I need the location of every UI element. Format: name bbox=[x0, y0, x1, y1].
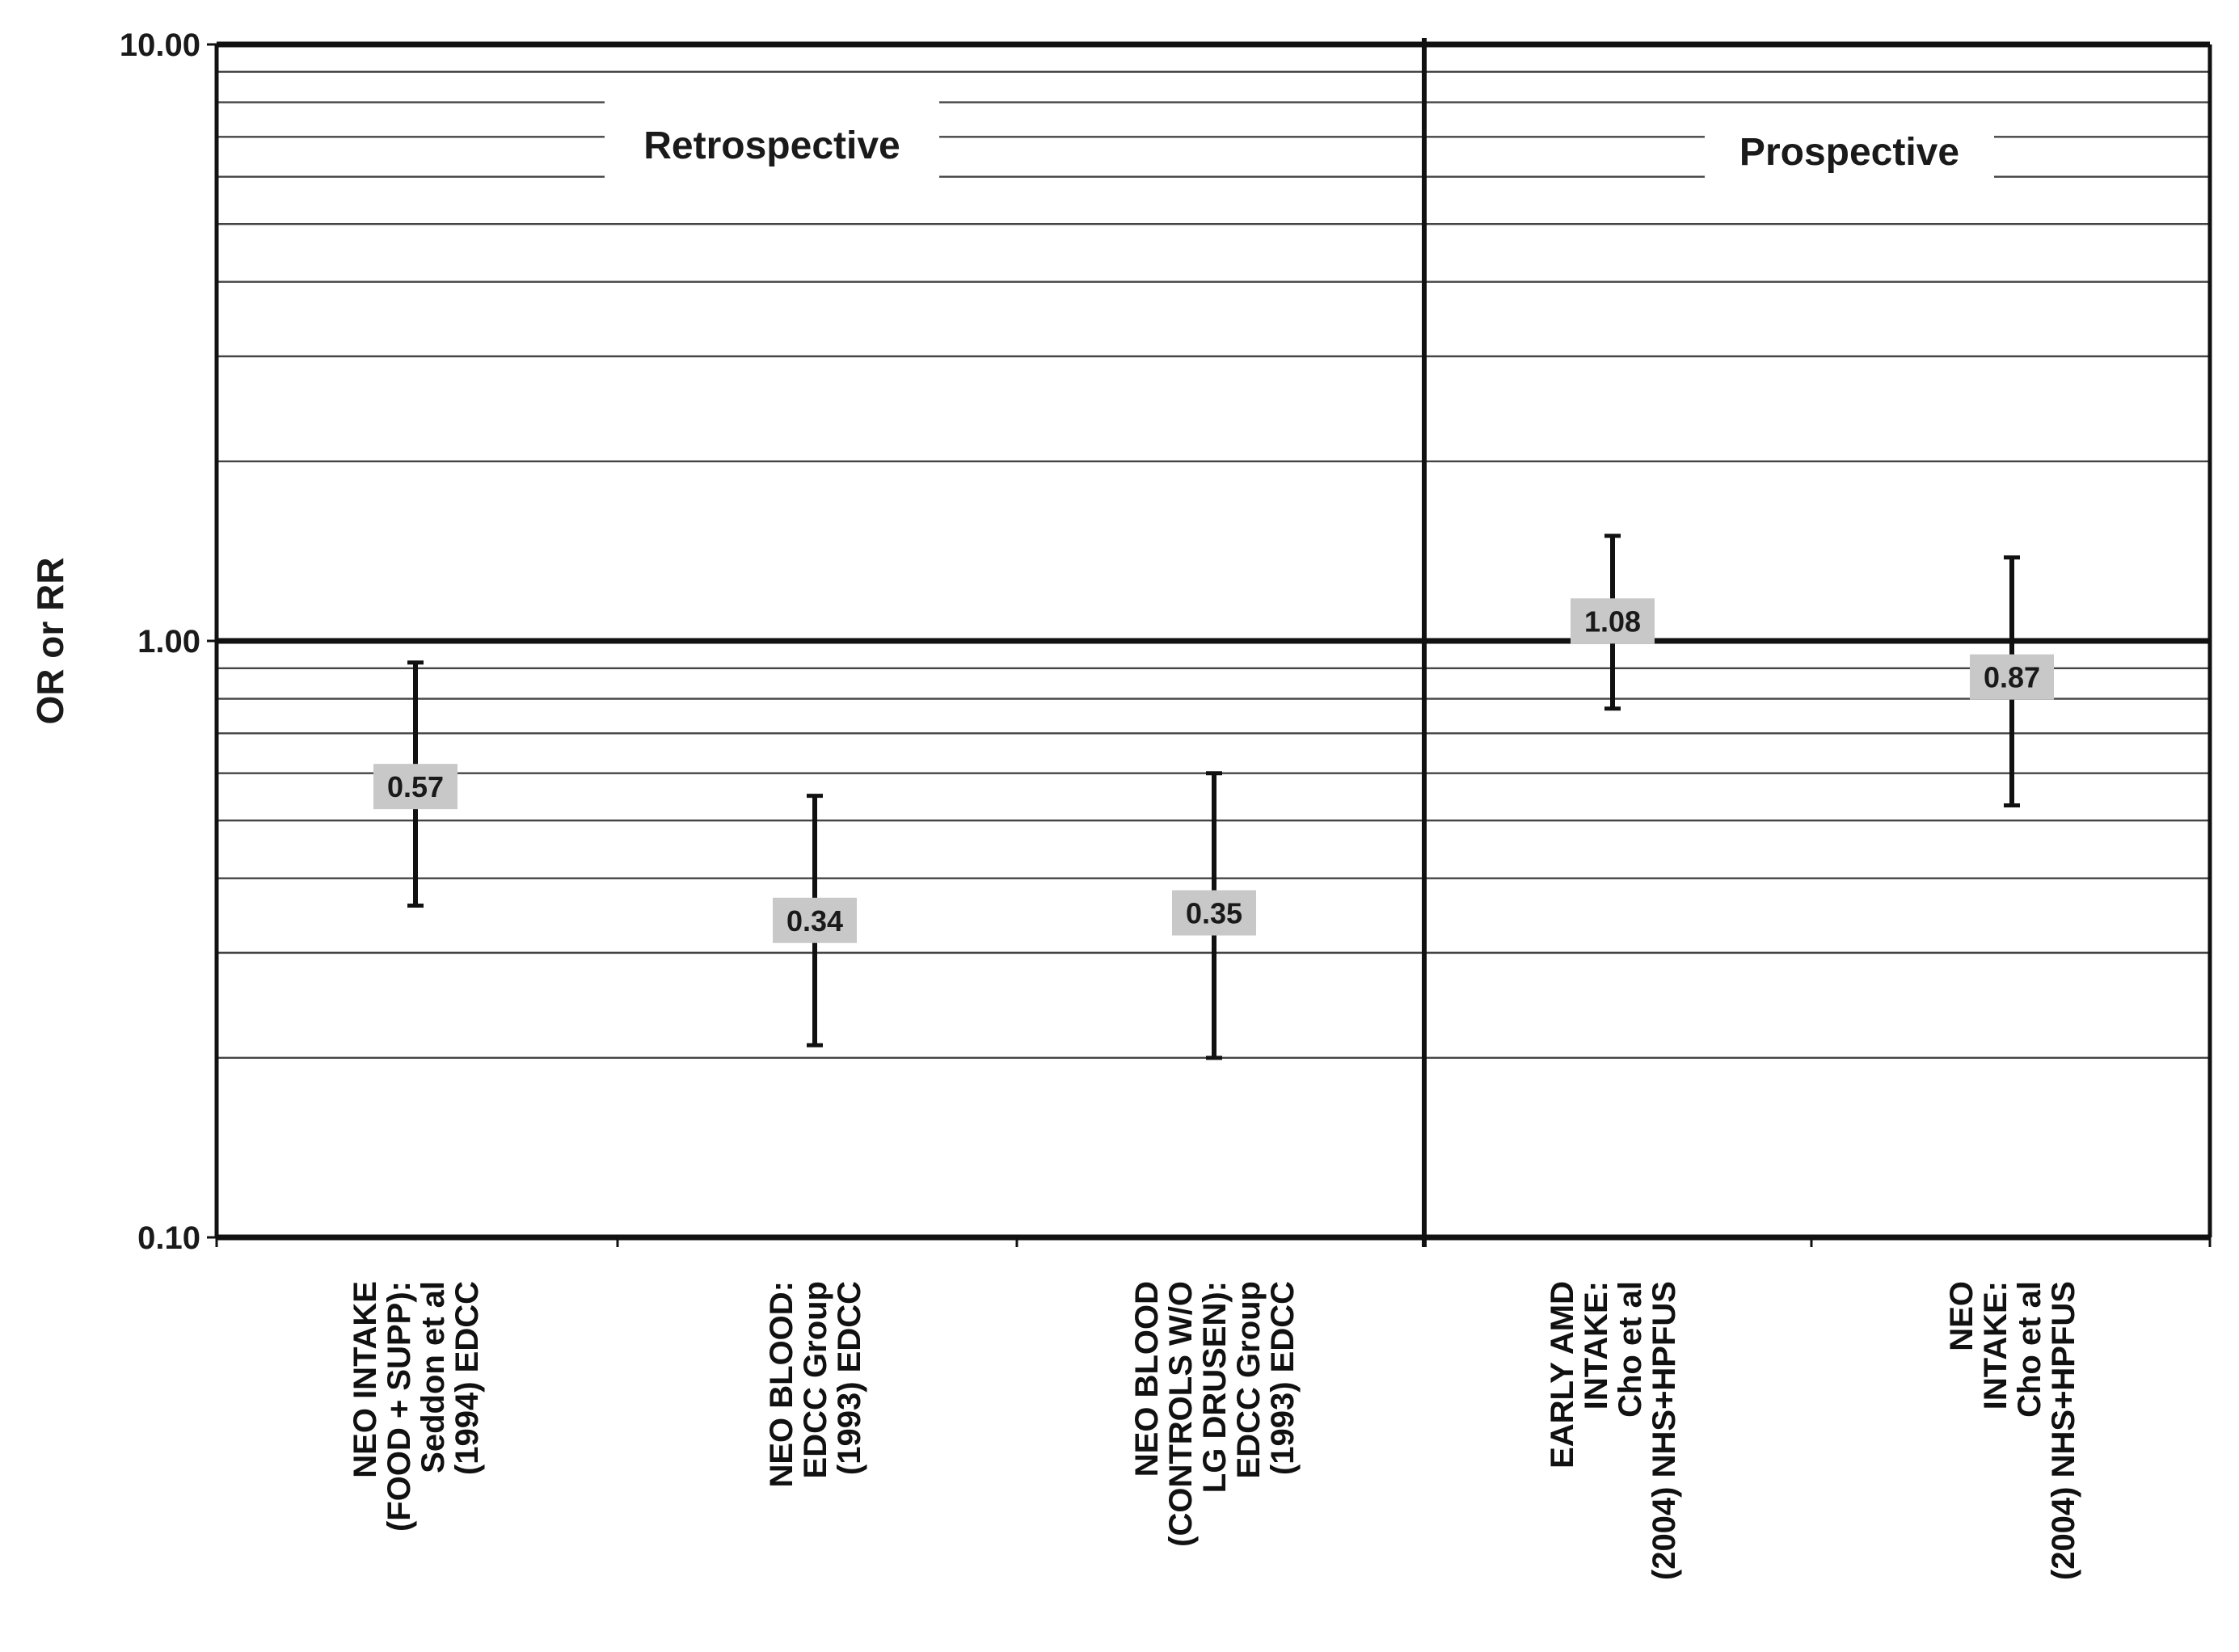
category-label-line: EDCC Group bbox=[798, 1281, 833, 1478]
y-tick-label: 0.10 bbox=[137, 1220, 200, 1256]
category-label-line: (CONTROLS W/O bbox=[1163, 1281, 1199, 1547]
y-axis-label: OR or RR bbox=[29, 558, 71, 725]
category-label-line: NEO BLOOD bbox=[1129, 1281, 1165, 1477]
category-label-line: INTAKE: bbox=[1579, 1281, 1614, 1410]
category-label-line: (2004) NHS+HPFUS bbox=[2046, 1281, 2081, 1580]
category-label-1: NEO INTAKE(FOOD + SUPP):Seddon et al(199… bbox=[348, 1281, 485, 1532]
value-label: 1.08 bbox=[1584, 605, 1641, 638]
category-label-line: EARLY AMD bbox=[1545, 1281, 1580, 1469]
category-label-line: LG DRUSEN): bbox=[1197, 1281, 1233, 1493]
y-tick-label: 10.00 bbox=[120, 27, 200, 63]
error-bar-4: 1.08 bbox=[1571, 533, 1655, 711]
value-label-box bbox=[1571, 598, 1655, 644]
value-label: 0.87 bbox=[1984, 661, 2040, 694]
plot-frame bbox=[214, 38, 2212, 1247]
error-bar-2: 0.34 bbox=[773, 794, 857, 1047]
x-axis-category-labels: NEO INTAKE(FOOD + SUPP):Seddon et al(199… bbox=[348, 1281, 2081, 1580]
category-label-line: (2004) NHS+HPFUS bbox=[1647, 1281, 1682, 1580]
error-bar-5: 0.87 bbox=[1970, 555, 2054, 807]
category-label-line: INTAKE: bbox=[1978, 1281, 2013, 1410]
y-tick-label: 1.00 bbox=[137, 624, 200, 660]
value-label-box bbox=[373, 764, 457, 810]
period-label-background bbox=[1705, 107, 1994, 188]
category-label-line: (1994) EDCC bbox=[449, 1281, 485, 1475]
period-label-background bbox=[605, 101, 939, 182]
value-label: 0.35 bbox=[1186, 896, 1242, 929]
y-axis-ticks: 0.10 1.00 10.00 bbox=[120, 27, 217, 1256]
category-label-line: Seddon et al bbox=[415, 1281, 451, 1473]
category-label-3: NEO BLOOD(CONTROLS W/OLG DRUSEN):EDCC Gr… bbox=[1129, 1281, 1301, 1547]
error-bars: 0.57 0.34 0.35 1.08 0.87 bbox=[373, 533, 2054, 1060]
category-label-2: NEO BLOOD:EDCC Group(1993) EDCC bbox=[764, 1281, 867, 1488]
period-labels: Retrospective Prospective bbox=[605, 101, 1994, 188]
value-label-box bbox=[773, 897, 857, 943]
error-bar-3: 0.35 bbox=[1172, 771, 1256, 1060]
category-label-line: (FOOD + SUPP): bbox=[382, 1281, 417, 1532]
value-label-box bbox=[1970, 654, 2054, 700]
period-label-prospective: Prospective bbox=[1739, 131, 1959, 174]
category-label-line: Cho et al bbox=[1613, 1281, 1648, 1418]
category-label-line: Cho et al bbox=[2012, 1281, 2047, 1418]
period-label-retrospective: Retrospective bbox=[643, 124, 900, 167]
category-label-line: EDCC Group bbox=[1231, 1281, 1267, 1478]
value-label: 0.57 bbox=[387, 770, 444, 803]
value-label-box bbox=[1172, 890, 1256, 936]
value-label: 0.34 bbox=[786, 904, 843, 938]
error-bar-1: 0.57 bbox=[373, 660, 457, 908]
category-label-line: NEO bbox=[1944, 1281, 1980, 1351]
category-label-line: NEO INTAKE bbox=[348, 1281, 383, 1478]
category-label-line: NEO BLOOD: bbox=[764, 1281, 799, 1488]
category-label-line: (1993) EDCC bbox=[1265, 1281, 1301, 1475]
category-label-line: (1993) EDCC bbox=[832, 1281, 867, 1475]
